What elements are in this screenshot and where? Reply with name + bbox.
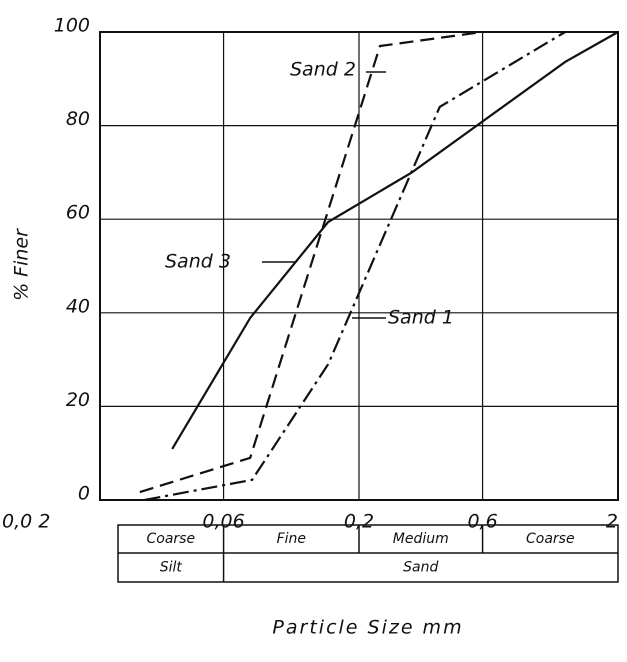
series-label: Sand 1 (388, 307, 454, 329)
class-label: Fine (277, 531, 306, 547)
y-tick-label: 20 (66, 389, 90, 411)
x-tick-label: 0,2 (344, 511, 374, 533)
series-line (171, 31, 619, 450)
y-axis-label: % Finer (11, 228, 33, 301)
x-axis-label: Particle Size mm (272, 617, 463, 639)
series-line (139, 30, 483, 494)
series-line (144, 31, 566, 502)
x-tick-label: 0,6 (467, 511, 497, 533)
series-label: Sand 3 (165, 251, 231, 273)
series-label: Sand 2 (290, 59, 356, 81)
class-label: Coarse (526, 531, 575, 547)
class-label: Sand (403, 560, 438, 576)
x-tick-label: 0,06 (202, 511, 244, 533)
y-tick-label: 80 (66, 108, 90, 130)
x-tick-label: 0,0 2 (2, 511, 50, 533)
class-label: Medium (393, 531, 449, 547)
y-tick-label: 0 (78, 483, 90, 505)
y-tick-label: 40 (66, 295, 90, 317)
x-tick-label: 2 (606, 511, 618, 533)
y-tick-label: 60 (66, 202, 90, 224)
class-label: Coarse (146, 531, 195, 547)
y-tick-label: 100 (54, 15, 90, 37)
plot-frame (99, 31, 619, 501)
class-label: Silt (160, 560, 183, 576)
